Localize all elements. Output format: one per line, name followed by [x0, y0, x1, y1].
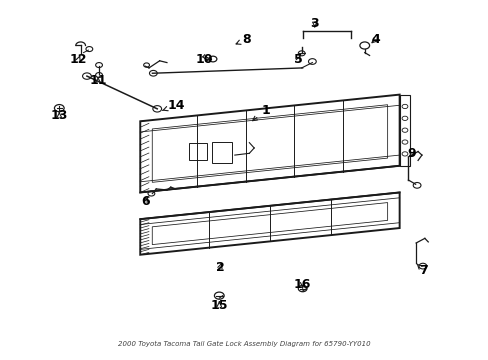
Text: 7: 7 [416, 264, 427, 277]
Text: 2000 Toyota Tacoma Tail Gate Lock Assembly Diagram for 65790-YY010: 2000 Toyota Tacoma Tail Gate Lock Assemb… [118, 341, 370, 347]
Text: 1: 1 [252, 104, 270, 121]
Text: 5: 5 [294, 53, 303, 66]
Text: 6: 6 [141, 195, 149, 208]
Text: 2: 2 [215, 261, 224, 274]
Text: 13: 13 [50, 109, 68, 122]
Text: 3: 3 [310, 17, 319, 30]
Text: 10: 10 [196, 53, 213, 66]
Text: 9: 9 [407, 147, 415, 160]
Text: 12: 12 [70, 53, 87, 66]
Text: 14: 14 [162, 99, 185, 112]
Text: 4: 4 [370, 33, 379, 46]
Text: 11: 11 [89, 74, 106, 87]
Text: 15: 15 [210, 299, 227, 312]
Text: 16: 16 [293, 279, 311, 292]
Text: 8: 8 [236, 33, 251, 46]
